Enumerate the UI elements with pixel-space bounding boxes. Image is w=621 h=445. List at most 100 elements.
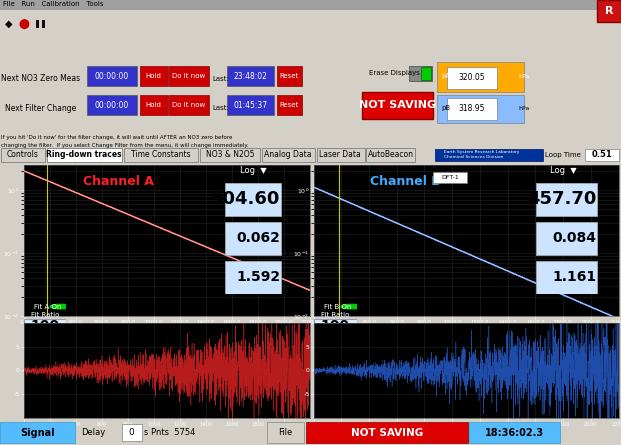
Bar — [0, 422, 75, 443]
Text: 100: 100 — [30, 320, 59, 333]
Bar — [277, 95, 302, 115]
Bar — [169, 95, 209, 115]
Bar — [225, 183, 281, 216]
Bar — [437, 62, 524, 92]
Text: Do it now: Do it now — [173, 73, 206, 79]
Text: 0: 0 — [129, 428, 135, 437]
Text: Signal: Signal — [20, 428, 55, 438]
Text: 320.05: 320.05 — [459, 73, 485, 82]
Bar — [277, 66, 302, 86]
Text: 457.70: 457.70 — [527, 190, 597, 208]
Text: NO3 & N2O5: NO3 & N2O5 — [206, 150, 254, 159]
Text: Delay: Delay — [81, 428, 105, 437]
Bar — [225, 222, 281, 255]
Text: Fit A On: Fit A On — [34, 303, 61, 310]
Bar — [227, 66, 274, 86]
Bar — [447, 98, 497, 120]
Text: Fit Ratio: Fit Ratio — [321, 312, 350, 318]
Text: Last:: Last: — [212, 105, 229, 111]
Bar — [200, 148, 260, 162]
Bar — [597, 0, 621, 22]
Text: Analog Data: Analog Data — [265, 150, 312, 159]
Text: Hold: Hold — [146, 102, 161, 108]
Bar — [317, 148, 365, 162]
Text: 318.95: 318.95 — [459, 105, 485, 113]
Bar — [262, 148, 315, 162]
Circle shape — [50, 304, 71, 309]
Bar — [87, 95, 137, 115]
Bar — [0, 0, 621, 9]
Bar — [536, 183, 597, 216]
Text: R: R — [605, 6, 614, 16]
Bar — [469, 422, 560, 443]
Text: Fit Ratio: Fit Ratio — [30, 312, 59, 318]
Bar — [433, 172, 468, 183]
Text: fit type: fit type — [440, 167, 460, 172]
Text: 00:00:00: 00:00:00 — [94, 72, 129, 81]
Bar — [585, 149, 619, 161]
Text: Fit B On: Fit B On — [325, 303, 352, 310]
Text: AutoBeacon: AutoBeacon — [368, 150, 414, 159]
Bar — [124, 148, 198, 162]
Text: Chemical Sciences Division: Chemical Sciences Division — [444, 155, 504, 159]
Text: hPa: hPa — [518, 73, 529, 79]
Text: Log  ▼: Log ▼ — [550, 166, 577, 175]
Bar — [169, 66, 209, 86]
Text: Laser Data: Laser Data — [319, 150, 361, 159]
Bar — [225, 261, 281, 294]
Text: Controls: Controls — [7, 150, 39, 159]
Text: Time Constants: Time Constants — [131, 150, 191, 159]
Text: NOT SAVING: NOT SAVING — [351, 428, 423, 438]
Text: Erase Displays: Erase Displays — [369, 70, 420, 77]
Text: Channel A: Channel A — [83, 175, 153, 188]
Bar — [306, 422, 468, 443]
Text: 0.084: 0.084 — [553, 231, 597, 245]
Text: 18:36:02.3: 18:36:02.3 — [485, 428, 544, 438]
Bar — [362, 92, 433, 119]
Text: Last:: Last: — [212, 76, 229, 82]
Text: 23:48:02: 23:48:02 — [233, 72, 268, 81]
Text: 01:45:37: 01:45:37 — [233, 101, 268, 110]
Text: Loop Time: Loop Time — [545, 152, 581, 158]
Text: 1.161: 1.161 — [553, 270, 597, 284]
Text: pA: pA — [441, 73, 450, 79]
Text: If you hit 'Do it now' for the filter change, it will wait until AFTER an NO3 ze: If you hit 'Do it now' for the filter ch… — [1, 135, 233, 140]
Text: pB: pB — [441, 105, 450, 111]
Text: 1.592: 1.592 — [236, 270, 280, 284]
Text: Reset: Reset — [280, 102, 299, 108]
Bar — [435, 149, 543, 161]
Bar — [47, 148, 122, 162]
Bar — [437, 95, 524, 123]
Text: 0.51: 0.51 — [591, 150, 612, 159]
Bar — [227, 95, 274, 115]
Bar — [421, 67, 431, 80]
Bar — [409, 66, 432, 81]
Text: NOT SAVING: NOT SAVING — [359, 100, 437, 110]
Text: 100: 100 — [321, 320, 350, 333]
Text: Next NO3 Zero Meas: Next NO3 Zero Meas — [1, 74, 80, 83]
Text: 00:00:00: 00:00:00 — [94, 101, 129, 110]
Bar — [536, 222, 597, 255]
Text: Next Filter Change: Next Filter Change — [5, 104, 76, 113]
Bar — [140, 66, 168, 86]
Text: changing the filter.  If you select Change Filter from the menu, it will change : changing the filter. If you select Chang… — [1, 143, 249, 148]
Bar — [536, 261, 597, 294]
Text: Log  ▼: Log ▼ — [240, 166, 266, 175]
Text: Do it now: Do it now — [173, 102, 206, 108]
Text: Ring-down traces: Ring-down traces — [47, 150, 122, 159]
Text: ❚❚: ❚❚ — [34, 19, 48, 28]
Text: File: File — [279, 428, 292, 437]
Text: Earth System Research Laboratory: Earth System Research Laboratory — [444, 150, 519, 154]
Text: File   Run   Calibration   Tools: File Run Calibration Tools — [3, 1, 104, 7]
Bar — [87, 66, 137, 86]
Text: ◆: ◆ — [5, 18, 12, 28]
Text: Hold: Hold — [146, 73, 161, 79]
Bar — [1, 148, 45, 162]
Text: hPa: hPa — [518, 105, 529, 110]
Text: DFT-1: DFT-1 — [442, 175, 459, 180]
Bar — [366, 148, 415, 162]
Circle shape — [341, 304, 363, 309]
Bar — [267, 422, 304, 443]
Text: s Pnts  5754: s Pnts 5754 — [144, 428, 196, 437]
Bar — [447, 67, 497, 89]
